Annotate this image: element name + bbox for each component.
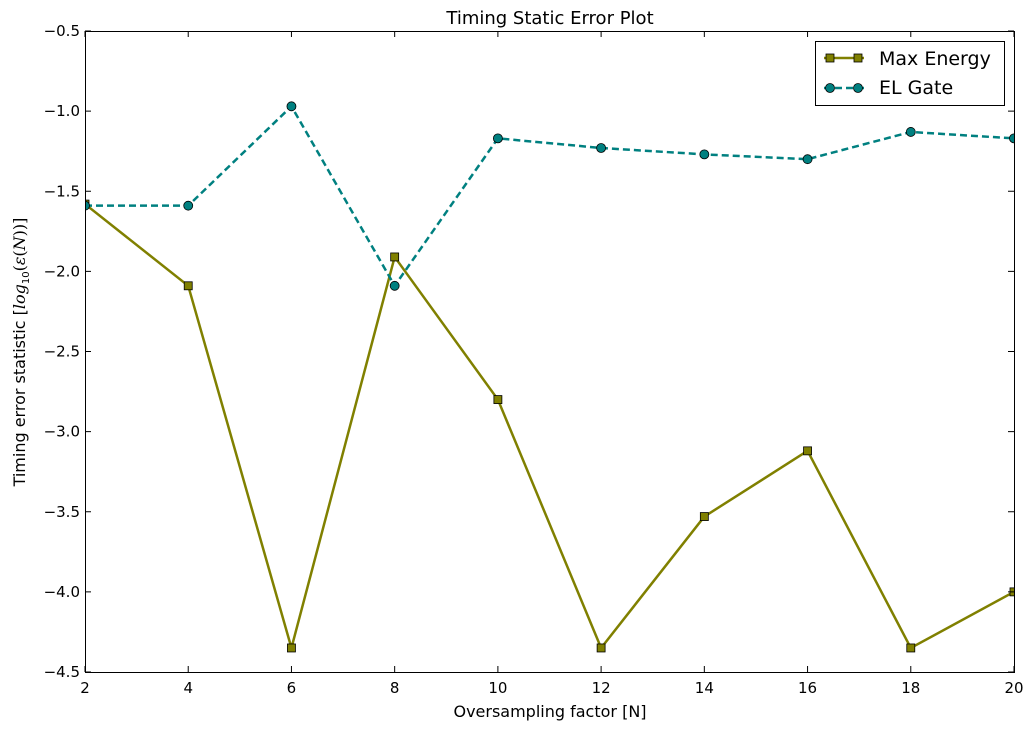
data-point-el-gate — [1009, 133, 1014, 144]
data-point-el-gate — [596, 143, 607, 153]
data-point-el-gate — [905, 127, 916, 137]
y-axis-label-math: ( — [10, 265, 29, 271]
x-tick-label: 4 — [183, 679, 193, 697]
data-point-el-gate — [802, 154, 813, 165]
data-point-max-energy — [183, 281, 193, 291]
y-axis-label-subscript: 10 — [21, 271, 32, 284]
x-tick-label: 6 — [287, 679, 297, 697]
x-tick-label: 14 — [695, 679, 714, 697]
data-point-el-gate — [286, 101, 297, 112]
data-point-el-gate — [699, 149, 710, 160]
y-axis-label-paren: ( — [10, 250, 29, 256]
y-axis-label-epsilon: ε — [10, 257, 29, 266]
series-clip-group — [85, 101, 1014, 653]
ticks-layer: 2 4 6 8 10 12 14 16 18 20 −0.5 −1.0 −1.5 −2.0 −2.5 −3.0… — [44, 22, 1024, 697]
y-tick-label: −2.5 — [44, 343, 80, 361]
y-tick-label: −4.0 — [44, 583, 80, 601]
y-tick-label: −4.5 — [44, 663, 80, 681]
data-point-max-energy — [390, 252, 400, 262]
data-point-max-energy — [906, 643, 916, 653]
x-tick-label: 8 — [390, 679, 400, 697]
data-point-max-energy — [493, 395, 503, 404]
legend-el-gate-marker-left — [825, 83, 835, 93]
x-tick-label: 10 — [488, 679, 507, 697]
data-point-el-gate — [85, 200, 90, 211]
x-axis-label: Oversampling factor [N] — [453, 702, 646, 721]
data-point-el-gate — [492, 133, 503, 144]
x-tick-label: 16 — [798, 679, 817, 697]
y-tick-label: −3.5 — [44, 503, 80, 521]
y-tick-label: −0.5 — [44, 22, 80, 40]
y-axis-label-close: ))] — [10, 218, 29, 237]
legend-max-energy-marker-right — [853, 53, 863, 63]
data-point-el-gate — [389, 280, 400, 291]
y-axis-label-text: Timing error statistic [ — [10, 309, 29, 487]
data-point-max-energy — [596, 643, 606, 653]
legend: Max Energy EL Gate — [815, 41, 1005, 106]
y-axis-label: Timing error statistic [log10(ε(N))] — [10, 218, 32, 488]
legend-el-gate-marker-right — [853, 83, 863, 93]
x-tick-label: 20 — [1004, 679, 1023, 697]
data-point-max-energy — [699, 512, 709, 521]
y-tick-label: −3.0 — [44, 423, 80, 441]
legend-max-energy-label: Max Energy — [879, 48, 991, 70]
y-tick-label: −1.0 — [44, 102, 80, 120]
chart-title: Timing Static Error Plot — [445, 8, 653, 29]
y-tick-label: −1.5 — [44, 182, 80, 200]
x-tick-label: 18 — [901, 679, 920, 697]
data-point-max-energy — [803, 446, 812, 456]
series-line-max-energy — [85, 203, 1014, 650]
data-point-max-energy — [287, 643, 296, 653]
y-axis-label-log: log — [10, 284, 29, 309]
x-tick-label: 2 — [80, 679, 90, 697]
y-axis-label-n: N — [10, 235, 29, 251]
y-tick-label: −2.0 — [44, 262, 80, 280]
legend-box — [815, 41, 1005, 106]
series-line-el-gate — [85, 105, 1014, 288]
series-layer — [85, 101, 1014, 653]
data-point-el-gate — [183, 200, 194, 211]
x-tick-label: 12 — [592, 679, 611, 697]
legend-el-gate-label: EL Gate — [879, 77, 953, 99]
legend-max-energy-marker-left — [825, 53, 835, 63]
